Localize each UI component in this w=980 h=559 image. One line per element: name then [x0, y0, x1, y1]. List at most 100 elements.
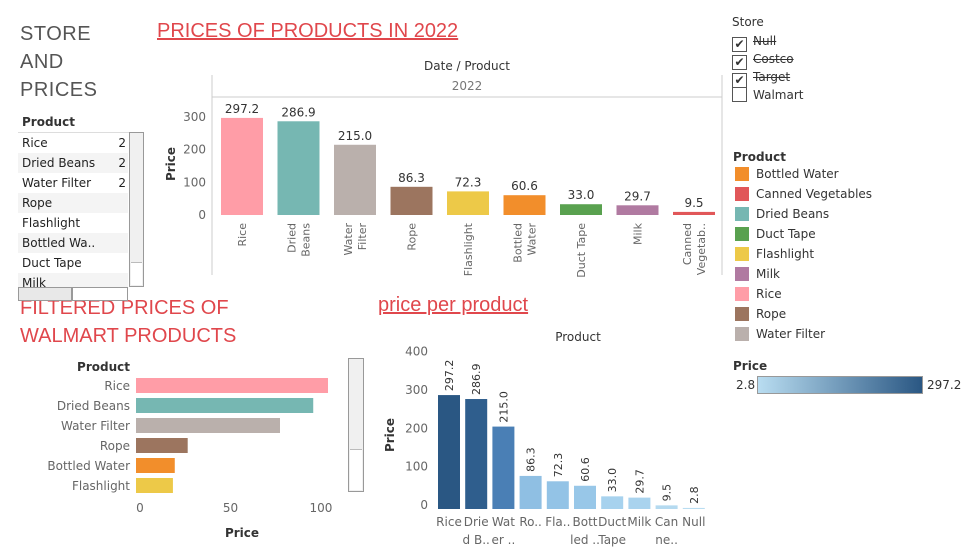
chart3-bar	[655, 505, 678, 509]
chart1-category-label: Rice	[236, 223, 249, 247]
legend-item[interactable]: Milk	[735, 264, 780, 284]
chart2-category-label: Flashlight	[72, 479, 130, 493]
legend-swatch	[735, 167, 749, 181]
legend-item[interactable]: Canned Vegetables	[735, 184, 872, 204]
chart2-scrollbar[interactable]	[348, 358, 364, 492]
price-legend-max: 297.2	[927, 378, 962, 392]
chart1-value-label: 33.0	[568, 188, 595, 202]
scrollbar-thumb[interactable]	[131, 262, 142, 285]
legend-item[interactable]: Water Filter	[735, 324, 825, 344]
store-filter-item[interactable]: ✔ Null	[732, 32, 776, 52]
chart2-category-label: Rope	[100, 439, 130, 453]
chart3-ytick: 100	[405, 460, 428, 474]
chart3-bar	[465, 399, 488, 509]
chart1-bar	[221, 117, 263, 215]
legend-item[interactable]: Dried Beans	[735, 204, 829, 224]
product-filter-item[interactable]: Water Filter 2	[18, 173, 128, 193]
chart3-ytick: 300	[405, 383, 428, 397]
chart1-category-label: Water	[342, 223, 355, 256]
chart3-bar	[628, 497, 651, 509]
chart3-header: Product	[555, 330, 601, 344]
product-filter-item[interactable]: Rice 2	[18, 133, 128, 153]
chart3-value-label: 297.2	[443, 360, 456, 392]
product-filter-item-count: 2	[118, 136, 126, 150]
product-filter-scrollbar[interactable]	[129, 132, 144, 287]
hscroll-left[interactable]	[18, 287, 72, 301]
dashboard-title-line: AND	[20, 51, 64, 73]
product-filter-item-label: Rice	[22, 136, 48, 150]
chart3-category-label: Fla..	[545, 515, 570, 529]
chart3-ylabel: Price	[383, 418, 397, 452]
legend-item-label: Flashlight	[756, 247, 815, 261]
chart2-xtick: 100	[309, 501, 332, 515]
chart2-category-label: Rice	[104, 379, 130, 393]
chart2-bar	[136, 378, 328, 393]
chart1-ytick: 100	[183, 175, 206, 189]
product-filter-item[interactable]: Duct Tape	[18, 253, 128, 273]
chart3-category-label: Tape	[597, 533, 626, 547]
store-filter-item[interactable]: Walmart	[732, 86, 803, 104]
product-filter-list[interactable]: Rice 2 Dried Beans 2 Water Filter 2 Rope Flashl…	[18, 132, 130, 288]
product-filter-header: Product	[22, 115, 75, 129]
chart2-title-text: FILTERED PRICES OF WALMART PRODUCTS	[20, 297, 237, 347]
store-filter-item[interactable]: ✔ Target	[732, 68, 790, 88]
product-filter-item[interactable]: Flashlight	[18, 213, 128, 233]
chart1-value-label: 29.7	[624, 189, 651, 203]
chart1-bar	[390, 186, 433, 215]
chart3-bar	[438, 395, 460, 509]
legend-swatch	[735, 207, 749, 221]
chart2-title[interactable]: FILTERED PRICES OF WALMART PRODUCTS	[20, 294, 330, 350]
store-filter-item-label: Walmart	[753, 88, 804, 102]
legend-item[interactable]: Rope	[735, 304, 786, 324]
chart3-category-label: Milk	[627, 515, 651, 529]
chart1-value-label: 286.9	[281, 105, 315, 119]
product-filter-item[interactable]: Bottled Wa..	[18, 233, 128, 253]
chart1-category-label: Duct Tape	[575, 223, 588, 278]
chart1-category-label: Bottled	[512, 223, 525, 263]
product-filter-item-label: Milk	[22, 276, 46, 288]
scrollbar-thumb[interactable]	[350, 449, 362, 490]
chart3-category-label: ne..	[655, 533, 678, 547]
legend-swatch	[735, 267, 749, 281]
product-filter-item[interactable]: Rope	[18, 193, 128, 213]
legend-item[interactable]: Bottled Water	[735, 164, 839, 184]
checkbox-checked-icon[interactable]: ✔	[732, 37, 747, 52]
legend-item[interactable]: Duct Tape	[735, 224, 816, 244]
chart1-bar	[277, 121, 320, 215]
chart1-title[interactable]: PRICES OF PRODUCTS IN 2022	[157, 20, 459, 42]
chart1-value-label: 9.5	[684, 196, 703, 210]
product-legend-header: Product	[733, 150, 786, 164]
legend-item-label: Milk	[756, 267, 780, 281]
legend-swatch	[735, 327, 749, 341]
store-filter-item-label: Costco	[753, 52, 794, 66]
checkbox-checked-icon[interactable]: ✔	[732, 55, 747, 70]
legend-item-label: Duct Tape	[756, 227, 816, 241]
chart1-category-label: Dried	[286, 223, 299, 253]
chart1-group-label: 2022	[452, 79, 483, 93]
chart3-price-per-product: Product Price 0 100 200 300 400 297.2 Rice 286.9 D…	[383, 330, 705, 547]
chart2-walmart-prices: Product Rice Dried Beans Water Filter Rope Bo…	[47, 360, 332, 540]
hscroll-right[interactable]	[72, 287, 128, 301]
chart1-value-label: 86.3	[398, 171, 425, 185]
product-filter-item-label: Bottled Wa..	[22, 236, 96, 250]
chart1-bar	[447, 191, 489, 215]
product-filter-item[interactable]: Dried Beans 2	[18, 153, 128, 173]
store-filter-item[interactable]: ✔ Costco	[732, 50, 794, 70]
legend-item[interactable]: Flashlight	[735, 244, 814, 264]
dashboard-title-line: PRICES	[20, 79, 98, 101]
checkbox-empty-icon[interactable]	[732, 87, 747, 102]
chart1-bar	[560, 204, 602, 215]
product-filter-item-count: 2	[118, 156, 126, 170]
legend-item[interactable]: Rice	[735, 284, 782, 304]
price-gradient-bar	[757, 376, 923, 394]
product-filter-item-label: Dried Beans	[22, 156, 96, 170]
chart3-value-label: 86.3	[525, 447, 538, 472]
chart1-value-label: 72.3	[455, 175, 482, 189]
price-legend-header: Price	[733, 359, 768, 373]
legend-item-label: Water Filter	[756, 327, 826, 341]
chart3-title[interactable]: price per product	[378, 294, 529, 316]
chart3-category-label: Bott	[573, 515, 598, 529]
product-filter-item[interactable]: Milk	[18, 273, 128, 288]
legend-swatch	[735, 307, 749, 321]
chart2-bar	[136, 458, 175, 473]
